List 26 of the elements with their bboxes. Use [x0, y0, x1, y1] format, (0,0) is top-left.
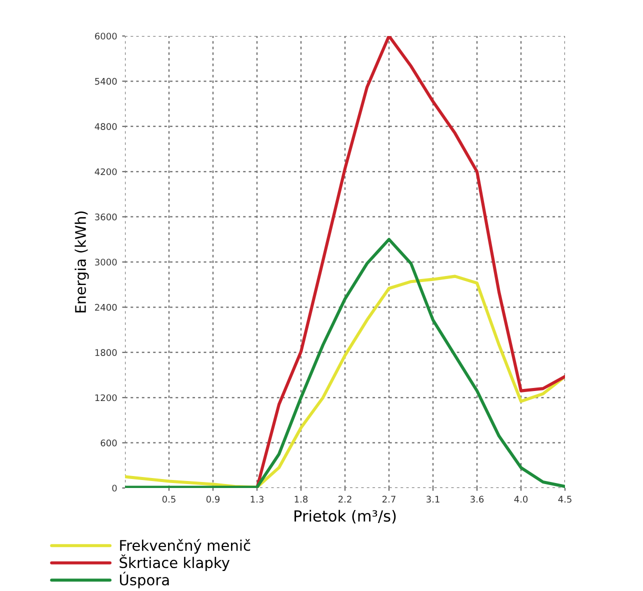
x-tick-label: 3.6 — [470, 496, 484, 503]
y-tick-label: 3600 — [95, 214, 117, 220]
y-tick-label: 4800 — [94, 123, 117, 130]
x-tick-label: 2.2 — [338, 496, 352, 502]
y-tick-label: 1200 — [95, 394, 117, 402]
x-tick-label: 1.8 — [294, 496, 308, 503]
x-tick-label: 3.1 — [426, 496, 440, 503]
x-tick-label: 1.3 — [250, 496, 264, 503]
y-tick-label: 1800 — [95, 349, 117, 356]
y-tick-label: 4200 — [94, 168, 117, 176]
x-tick-label: 2.7 — [382, 496, 396, 502]
y-axis-title: Energia (kWh) — [74, 211, 89, 312]
x-tick-label: 0.5 — [162, 496, 176, 503]
y-tick-label: 6000 — [95, 32, 117, 40]
x-tick-label: 4.0 — [514, 496, 528, 503]
legend-label: Frekvenčný menič — [120, 539, 250, 554]
y-tick-label: 0 — [112, 484, 117, 492]
x-axis-title: Prietok (m³/s) — [294, 510, 396, 524]
y-tick-label: 600 — [100, 440, 117, 446]
x-tick-label: 4.5 — [558, 496, 572, 503]
y-tick-label: 3000 — [95, 258, 117, 266]
legend-label: Úspora — [120, 572, 169, 588]
y-tick-label: 2400 — [95, 304, 117, 311]
legend-label: Škrtiace klapky — [120, 554, 230, 571]
y-tick-label: 5400 — [95, 78, 117, 85]
x-tick-label: 0.9 — [206, 496, 220, 503]
